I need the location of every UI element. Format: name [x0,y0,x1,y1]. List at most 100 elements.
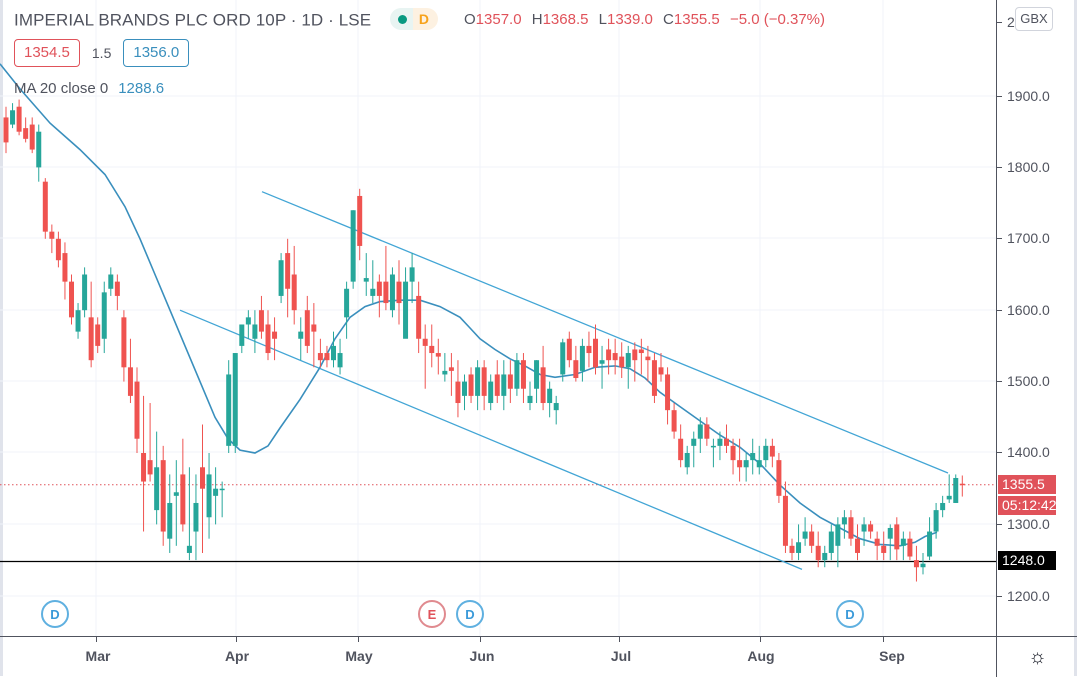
currency-button[interactable]: GBX [1015,7,1053,31]
candle [298,331,304,339]
price-chart[interactable] [0,0,996,636]
candle [193,502,199,532]
indicator-value: 1288.6 [118,80,165,97]
candle [29,124,35,150]
candle [435,353,441,357]
candle [75,310,81,332]
sell-bid-button[interactable]: 1354.5 [14,39,80,67]
dividend-event-marker[interactable]: D [41,600,69,628]
candle [121,317,127,368]
trendline [261,191,949,474]
candle [448,367,454,371]
buy-ask-button[interactable]: 1356.0 [123,39,190,67]
gear-icon: ☼ [1028,645,1047,668]
y-label: 1200.0 [1007,588,1050,604]
candle [763,445,769,461]
candle [239,324,245,346]
candle [632,349,638,361]
spread-value: 1.5 [91,45,112,61]
candle [959,483,965,486]
candle [462,381,467,396]
candle [697,424,703,439]
time-axis[interactable]: Mar Apr May Jun Jul Aug Sep [0,636,996,677]
chart-settings-button[interactable]: ☼ [996,636,1077,677]
candle [82,274,88,311]
bar-countdown-tag: 05:12:42 [998,496,1057,515]
candle [560,342,566,375]
candle [566,338,572,361]
candle [717,438,723,446]
candle [291,274,297,311]
dividend-event-marker[interactable]: D [836,600,864,628]
candle [265,324,271,354]
candle [10,110,16,125]
market-status-badge[interactable]: D [389,8,438,30]
candle [285,253,291,289]
candle [272,331,278,339]
candle [665,374,671,411]
candle [796,542,802,553]
candle [429,345,435,354]
candle [913,560,919,568]
candle [409,267,415,282]
candle [226,374,232,446]
candle [350,210,356,282]
y-label: 1700.0 [1007,230,1050,246]
candle [534,360,540,389]
candle [468,374,474,396]
candle [671,410,677,432]
candle [946,495,952,500]
candle [55,238,61,261]
candle [475,367,481,396]
candle [579,345,585,371]
price-axis[interactable]: 2 1900.0 1800.0 1700.0 1600.0 1500.0 140… [996,0,1077,636]
market-open-dot-icon [397,14,407,24]
candle [403,281,409,339]
candle [396,281,402,304]
earnings-event-marker[interactable]: E [418,600,446,628]
candle [612,353,618,361]
candle [481,367,487,396]
horizontal-line-price-tag: 1248.0 [998,551,1056,570]
high-value: 1368.5 [542,11,589,28]
candle [95,324,101,346]
candle [684,453,690,468]
candle [724,438,729,446]
candle [3,117,9,143]
candle [114,281,120,296]
candle [180,474,186,525]
left-edge-strip [0,0,3,676]
candle [802,531,808,539]
candle [874,538,880,546]
candle [127,367,133,396]
candle [540,367,546,404]
candle [49,231,55,239]
candle [730,445,736,461]
candle [344,288,350,318]
right-edge-strip [1074,0,1077,676]
candle [304,310,310,346]
candle [16,106,22,132]
candle [809,531,815,546]
candle [108,274,114,289]
candle [782,495,788,546]
candle [154,467,160,511]
candle [678,438,684,461]
candle [311,324,317,332]
candle [789,545,795,553]
candle [933,510,939,532]
symbol-title[interactable]: IMPERIAL BRANDS PLC ORD 10P · 1D · LSE [14,10,372,30]
candle [488,381,494,404]
indicator-legend[interactable]: MA 20 close 0 1288.6 [14,80,164,97]
y-label: 1900.0 [1007,88,1050,104]
candle [586,345,592,354]
candle [357,195,363,246]
candle [822,552,828,561]
candle [606,349,612,361]
low-value: 1339.0 [606,11,653,28]
ohlc-values: O1357.0 H1368.5 L1339.0 C1355.5 −5.0 (−0… [464,11,825,28]
candle [442,370,448,375]
candle [416,295,422,339]
candle [501,374,507,396]
dividend-event-marker[interactable]: D [456,600,484,628]
